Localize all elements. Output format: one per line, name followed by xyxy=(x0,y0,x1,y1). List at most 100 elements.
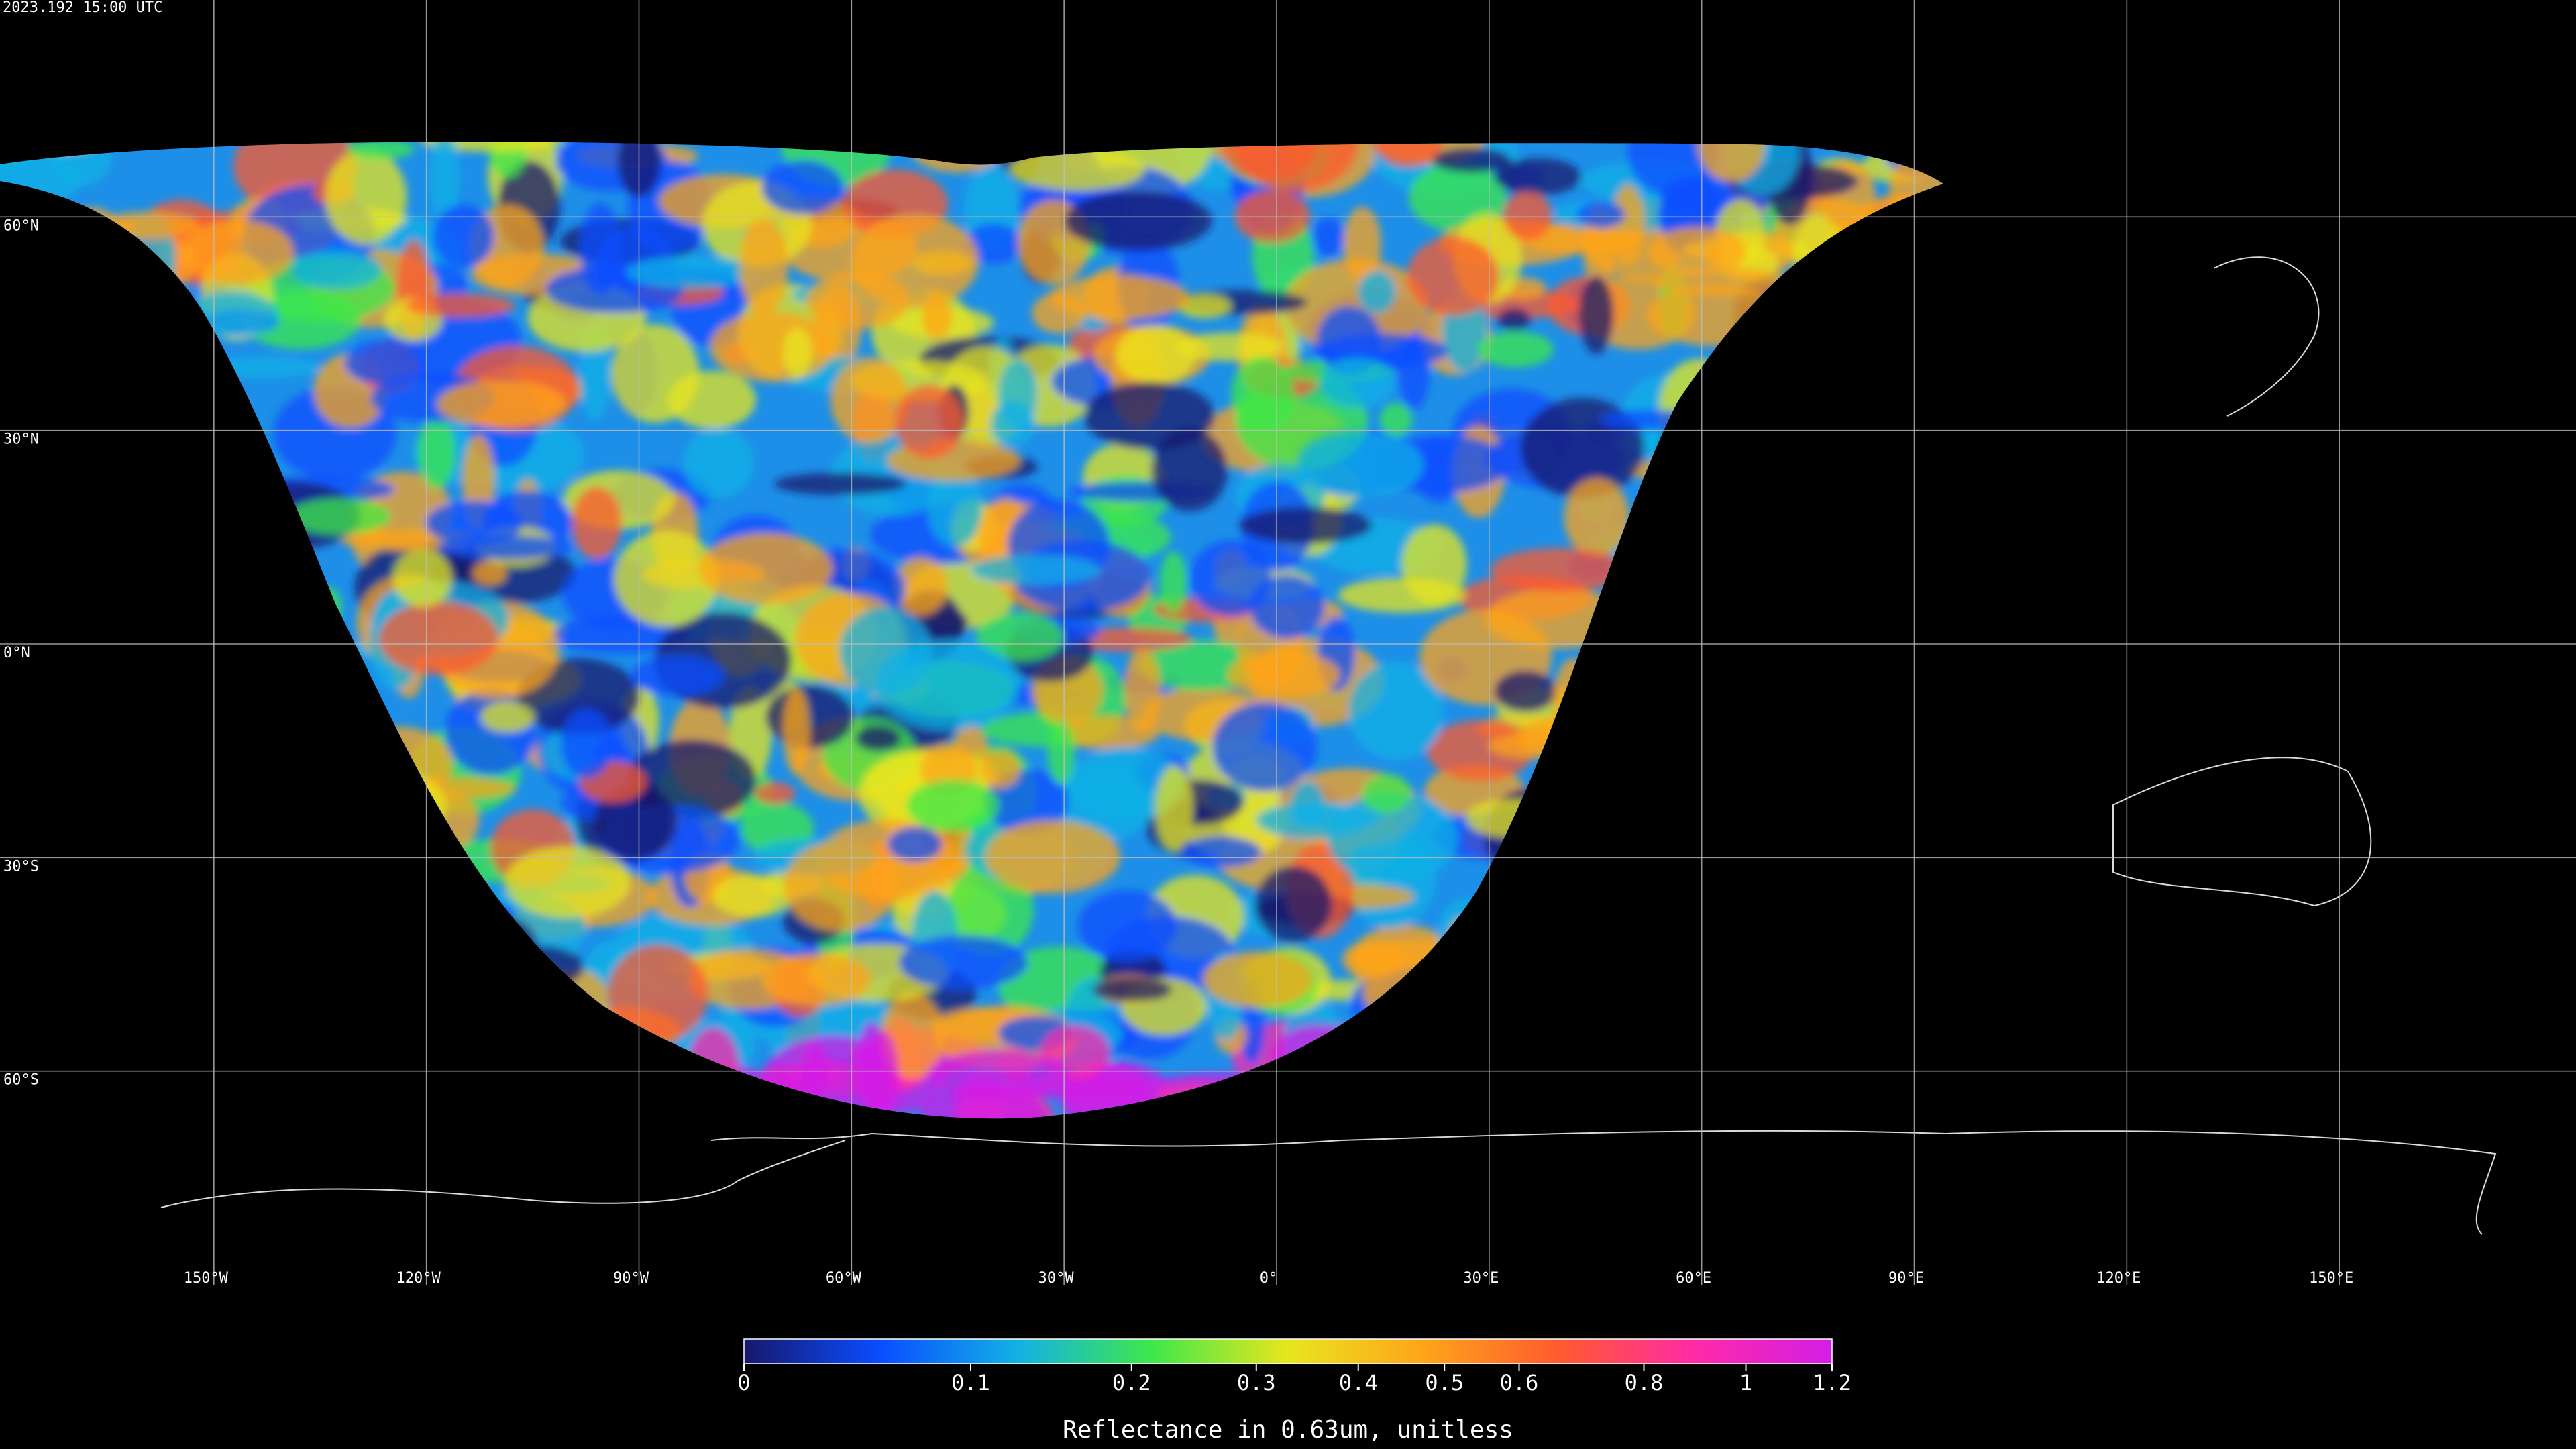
cloud xyxy=(1159,551,1187,613)
cloud xyxy=(1503,191,1552,241)
antarctica-coast-west xyxy=(160,1140,846,1208)
cloud xyxy=(893,557,948,616)
lon-label: 60°E xyxy=(1676,1270,1711,1287)
cloud xyxy=(761,953,872,1006)
cloud xyxy=(1313,217,1344,257)
cloud xyxy=(561,708,613,779)
cloud xyxy=(292,249,382,290)
colorbar-tick-label: 0.3 xyxy=(1237,1370,1276,1395)
cloud xyxy=(839,607,932,696)
cloud xyxy=(1077,890,1177,962)
cloud xyxy=(928,1049,1071,1100)
cloud xyxy=(1067,747,1184,822)
colorbar-tick-label: 0 xyxy=(737,1370,750,1395)
cloud xyxy=(1611,184,1645,267)
cloud xyxy=(946,864,1034,956)
cloud xyxy=(1426,720,1534,782)
cloud xyxy=(436,380,566,428)
graticule-labels: 60°N 30°N 0°N 30°S 60°S 150°W 120°W 90°W 60°W 30°… xyxy=(3,217,2353,1287)
cloud xyxy=(1212,702,1318,792)
cloud xyxy=(699,533,833,604)
timestamp: 2023.192 15:00 UTC xyxy=(3,0,162,16)
cloud xyxy=(346,142,415,160)
cloud xyxy=(927,464,983,547)
cloud xyxy=(1189,540,1272,617)
cloud xyxy=(417,415,455,490)
cloud xyxy=(1320,357,1395,408)
cloud xyxy=(504,846,631,918)
cloud xyxy=(918,1083,1047,1119)
colorbar-tick-label: 0.2 xyxy=(1112,1370,1151,1395)
cloud xyxy=(1372,142,1444,168)
cloud xyxy=(344,340,427,386)
lon-label: 0° xyxy=(1260,1270,1278,1287)
lon-label: 30°W xyxy=(1038,1270,1075,1287)
cloud xyxy=(432,204,494,268)
cloud xyxy=(1181,836,1262,867)
cloud xyxy=(392,549,453,608)
cloud xyxy=(782,328,812,378)
cloud xyxy=(981,750,1021,788)
cloud xyxy=(971,554,1102,586)
cloud xyxy=(898,935,1028,989)
cloud xyxy=(922,297,952,339)
cloud xyxy=(572,486,622,559)
lat-label: 0°N xyxy=(3,645,30,661)
colorbar-tick-label: 0.6 xyxy=(1500,1370,1539,1395)
cloud xyxy=(783,840,898,932)
cloud xyxy=(855,725,900,751)
cloud xyxy=(614,530,719,627)
cloud xyxy=(1493,158,1582,195)
cloud xyxy=(754,782,796,804)
cloud xyxy=(1490,548,1628,592)
cloud xyxy=(580,203,621,296)
cloud xyxy=(1230,356,1295,433)
cloud xyxy=(1627,142,1720,197)
lon-label: 150°W xyxy=(184,1270,229,1287)
cloud xyxy=(667,370,756,429)
cloud xyxy=(1232,142,1359,192)
cloud xyxy=(985,820,1121,894)
cloud xyxy=(1256,802,1373,839)
cloud xyxy=(607,945,708,1042)
cloud xyxy=(1497,308,1532,331)
cloud xyxy=(710,311,835,382)
lon-label: 150°E xyxy=(2309,1270,2353,1287)
colorbar: 0 0.1 0.2 0.3 0.4 0.5 0.6 0.8 1 1.2 Reflectance in… xyxy=(737,1338,1851,1444)
cloud xyxy=(425,500,524,545)
cloud xyxy=(1202,951,1314,1008)
cloud xyxy=(1177,294,1232,319)
cloud xyxy=(405,293,515,318)
cloud xyxy=(379,602,499,676)
cloud xyxy=(1083,382,1216,450)
graticule xyxy=(0,0,2576,1285)
lat-label: 60°S xyxy=(3,1072,39,1089)
cloud xyxy=(1155,765,1193,852)
cloud xyxy=(782,687,810,775)
cloud xyxy=(630,655,724,696)
cloud xyxy=(1379,402,1413,437)
cloud xyxy=(1494,670,1558,712)
cloud xyxy=(1116,325,1197,384)
cloud xyxy=(1254,865,1332,943)
lon-label: 90°W xyxy=(613,1270,649,1287)
colorbar-tick-label: 1.2 xyxy=(1813,1370,1851,1395)
lat-label: 60°N xyxy=(3,217,39,234)
asia-coast xyxy=(2213,256,2320,417)
lon-label: 60°W xyxy=(826,1270,862,1287)
cloud xyxy=(976,612,1064,661)
cloud xyxy=(773,472,907,496)
colorbar-tick-label: 0.1 xyxy=(951,1370,990,1395)
cloud xyxy=(429,142,460,223)
cloud xyxy=(761,160,844,215)
cloud xyxy=(894,384,963,460)
cloud xyxy=(1299,432,1424,498)
cloud xyxy=(593,784,677,860)
cloud xyxy=(1579,275,1614,354)
cloud xyxy=(1092,977,1172,1002)
cloud xyxy=(739,219,788,315)
cloud xyxy=(1124,647,1161,733)
cloud xyxy=(1577,201,1625,229)
cloud xyxy=(1064,191,1212,251)
